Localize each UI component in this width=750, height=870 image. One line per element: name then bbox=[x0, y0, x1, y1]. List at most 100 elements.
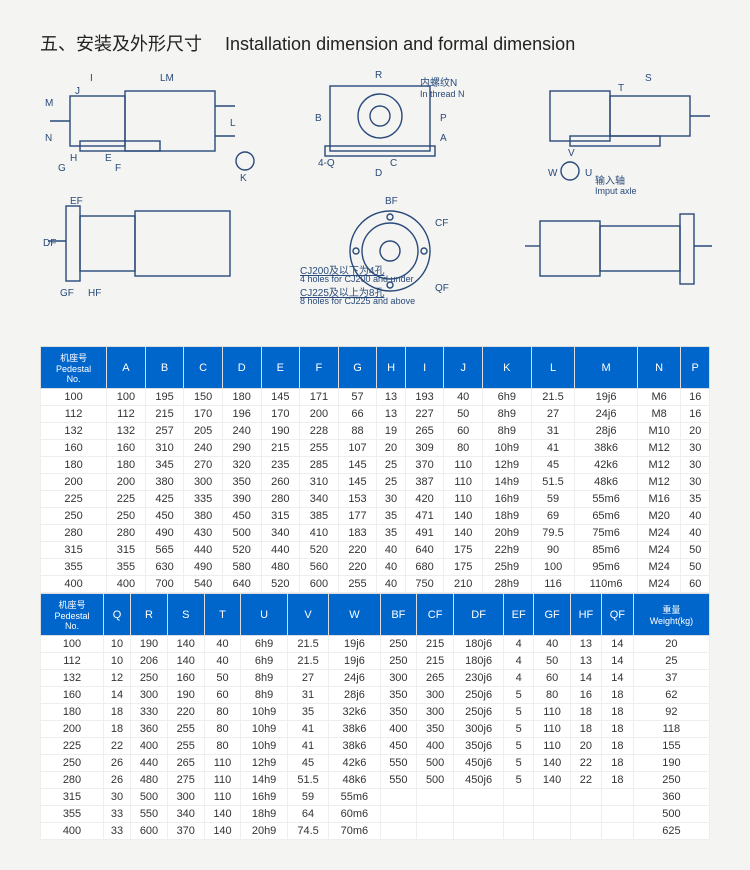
table-cell: M24 bbox=[637, 525, 681, 542]
table-cell: 200 bbox=[107, 474, 146, 491]
table-cell: 40 bbox=[534, 636, 571, 653]
table-cell: 420 bbox=[405, 491, 444, 508]
table-header: H bbox=[377, 347, 406, 389]
table-cell: 520 bbox=[222, 542, 261, 559]
table-cell: 180 bbox=[107, 457, 146, 474]
table-cell: 14h9 bbox=[482, 474, 531, 491]
table-cell: 18 bbox=[601, 772, 633, 789]
table-cell: 28j6 bbox=[575, 423, 638, 440]
table-cell: 5 bbox=[504, 738, 534, 755]
table-cell: 175 bbox=[444, 559, 483, 576]
table-cell: 300 bbox=[167, 789, 204, 806]
table-cell: 8h9 bbox=[482, 406, 531, 423]
table-header: A bbox=[107, 347, 146, 389]
table-cell: M12 bbox=[637, 457, 681, 474]
table-cell: 14h9 bbox=[241, 772, 287, 789]
table-cell: 18 bbox=[601, 687, 633, 704]
svg-text:H: H bbox=[70, 153, 77, 164]
table-cell: 30 bbox=[103, 789, 130, 806]
table-cell: 18 bbox=[601, 721, 633, 738]
table-cell: 110 bbox=[204, 789, 241, 806]
table-cell: 59 bbox=[287, 789, 329, 806]
table-cell: 100 bbox=[107, 389, 146, 406]
table-cell: 680 bbox=[405, 559, 444, 576]
table-header: BF bbox=[380, 594, 417, 636]
table-cell: M24 bbox=[637, 559, 681, 576]
table-cell: 250j6 bbox=[454, 687, 504, 704]
table-cell: 280 bbox=[41, 772, 104, 789]
table-header: B bbox=[145, 347, 184, 389]
table-row: 10010190140406h921.519j6250215180j644013… bbox=[41, 636, 710, 653]
table-cell: 225 bbox=[41, 491, 107, 508]
table-cell: 132 bbox=[41, 423, 107, 440]
table-cell: 12 bbox=[103, 670, 130, 687]
page-title: 五、安装及外形尺寸 Installation dimension and for… bbox=[40, 30, 710, 56]
table-cell: 90 bbox=[531, 542, 575, 559]
table-cell: 100 bbox=[531, 559, 575, 576]
table-cell: 57 bbox=[338, 389, 377, 406]
table-row: 3153155654405204405202204064017522h99085… bbox=[41, 542, 710, 559]
table-cell: 255 bbox=[167, 738, 204, 755]
svg-text:I: I bbox=[90, 73, 93, 84]
table-cell: 550 bbox=[380, 755, 417, 772]
table-cell: 340 bbox=[261, 525, 300, 542]
table-header: W bbox=[329, 594, 380, 636]
table-cell: 79.5 bbox=[531, 525, 575, 542]
table-cell: 300 bbox=[184, 474, 223, 491]
svg-text:8 holes for CJ225 and above: 8 holes for CJ225 and above bbox=[300, 296, 415, 306]
table-cell: 33 bbox=[103, 806, 130, 823]
table-cell: 180j6 bbox=[454, 653, 504, 670]
table-cell: 350 bbox=[222, 474, 261, 491]
svg-text:R: R bbox=[375, 70, 382, 81]
table-cell: 265 bbox=[405, 423, 444, 440]
table-cell: 31 bbox=[531, 423, 575, 440]
table-cell: 183 bbox=[338, 525, 377, 542]
svg-text:W: W bbox=[548, 168, 558, 179]
table-cell: 8h9 bbox=[241, 687, 287, 704]
table-cell: 220 bbox=[338, 542, 377, 559]
table-cell: 250 bbox=[41, 508, 107, 525]
table-cell: 31 bbox=[287, 687, 329, 704]
table-cell: 13 bbox=[377, 406, 406, 423]
table-cell: 200 bbox=[41, 721, 104, 738]
table-cell: 315 bbox=[107, 542, 146, 559]
table-cell: 160 bbox=[107, 440, 146, 457]
table-cell: 180 bbox=[41, 704, 104, 721]
table-cell: 100 bbox=[41, 389, 107, 406]
table-cell: 285 bbox=[300, 457, 339, 474]
table-row: 13212250160508h92724j6300265230j64601414… bbox=[41, 670, 710, 687]
table-cell: 80 bbox=[444, 440, 483, 457]
table-cell: 38k6 bbox=[575, 440, 638, 457]
table-header: K bbox=[482, 347, 531, 389]
table-cell: 18 bbox=[103, 721, 130, 738]
table-cell: 190 bbox=[633, 755, 709, 772]
svg-text:GF: GF bbox=[60, 288, 74, 299]
table-cell: 140 bbox=[534, 755, 571, 772]
table-cell: 22h9 bbox=[482, 542, 531, 559]
table-cell: 18 bbox=[570, 721, 601, 738]
svg-text:E: E bbox=[105, 153, 112, 164]
table-cell bbox=[417, 806, 454, 823]
table-cell: 280 bbox=[107, 525, 146, 542]
table-cell: 80 bbox=[204, 721, 241, 738]
table-cell: 6h9 bbox=[241, 653, 287, 670]
table-row: 3553556304905804805602204068017525h91009… bbox=[41, 559, 710, 576]
table-cell: 35 bbox=[377, 508, 406, 525]
table-cell bbox=[380, 789, 417, 806]
table-cell: 16 bbox=[681, 389, 710, 406]
table-cell: 550 bbox=[131, 806, 168, 823]
table-header: N bbox=[637, 347, 681, 389]
table-cell: 180 bbox=[41, 457, 107, 474]
table-cell: 145 bbox=[338, 457, 377, 474]
table-cell: 300 bbox=[380, 670, 417, 687]
table-header: G bbox=[338, 347, 377, 389]
table-cell: 160 bbox=[41, 687, 104, 704]
table-row: 4003360037014020h974.570m6625 bbox=[41, 823, 710, 840]
table-cell: 69 bbox=[531, 508, 575, 525]
table-cell: 235 bbox=[261, 457, 300, 474]
table-header: S bbox=[167, 594, 204, 636]
table-cell bbox=[504, 823, 534, 840]
table-cell: 300 bbox=[417, 687, 454, 704]
table-cell: 600 bbox=[300, 576, 339, 593]
svg-text:HF: HF bbox=[88, 288, 101, 299]
